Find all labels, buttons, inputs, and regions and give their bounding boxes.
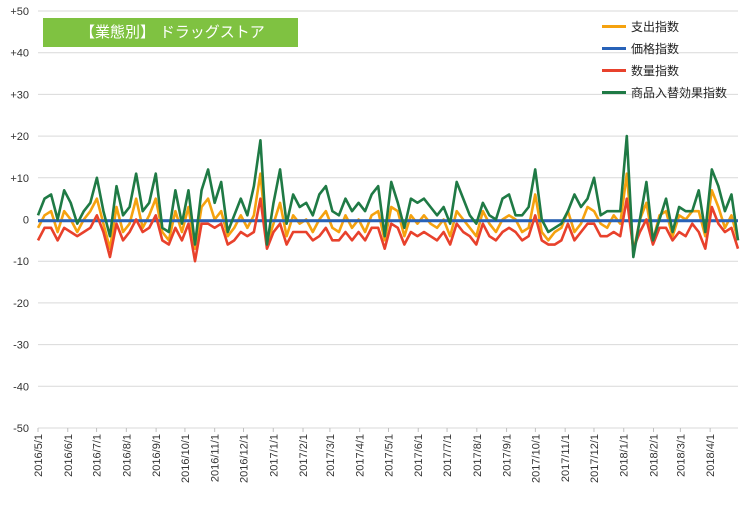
x-tick-label: 2017/12/1 — [589, 434, 601, 483]
legend-item: 商品入替効果指数 — [602, 83, 742, 105]
x-tick-label: 2016/7/1 — [92, 434, 104, 477]
x-tick-label: 2016/11/1 — [210, 434, 222, 482]
x-tick-label: 2017/2/1 — [298, 434, 310, 477]
y-tick-label: -40 — [13, 381, 29, 393]
x-tick-label: 2016/10/1 — [180, 434, 192, 483]
series-line-3 — [36, 197, 740, 263]
y-tick-label: -20 — [13, 298, 29, 310]
x-tick-label: 2017/11/1 — [560, 434, 572, 482]
legend-swatch — [602, 25, 626, 28]
x-tick-label: 2017/10/1 — [530, 434, 542, 483]
y-tick-label: -50 — [13, 423, 29, 435]
x-tick-label: 2017/3/1 — [325, 434, 337, 477]
x-tick-label: 2018/1/1 — [619, 434, 631, 477]
x-tick-label: 2017/4/1 — [355, 434, 367, 477]
y-tick-label: -10 — [13, 256, 29, 268]
x-tick-label: 2017/1/1 — [268, 434, 280, 477]
legend-swatch — [602, 91, 626, 94]
chart-title: 【業態別】 ドラッグストア — [43, 18, 298, 47]
y-tick-label: +20 — [10, 131, 29, 143]
x-tick-label: 2016/12/1 — [238, 434, 250, 483]
legend-item: 支出指数 — [602, 17, 742, 39]
y-tick-label: -30 — [13, 340, 29, 352]
y-axis-ticks: +50 +40 +30 +20 +10 0 -10 -20 -30 -40 -50 — [10, 6, 29, 435]
legend-label: 価格指数 — [631, 42, 680, 56]
x-tick-label: 2017/7/1 — [442, 434, 454, 477]
y-tick-label: +50 — [10, 6, 29, 18]
legend-item: 価格指数 — [602, 39, 742, 61]
legend-label: 商品入替効果指数 — [631, 86, 728, 100]
x-tick-label: 2018/2/1 — [649, 434, 661, 477]
x-tick-label: 2017/5/1 — [383, 434, 395, 477]
x-tick-label: 2017/9/1 — [502, 434, 514, 477]
legend-label: 数量指数 — [631, 64, 680, 78]
legend-swatch — [602, 69, 626, 72]
x-axis-ticks: 2016/5/1 2016/6/1 2016/7/1 2016/8/1 2016/9/1… — [33, 428, 717, 483]
x-tick-label: 2016/6/1 — [63, 434, 75, 477]
legend-item: 数量指数 — [602, 61, 742, 83]
y-tick-label: +40 — [10, 48, 29, 60]
series-line-4 — [36, 134, 740, 259]
legend: 支出指数価格指数数量指数商品入替効果指数 — [602, 17, 742, 105]
series-lines — [36, 134, 740, 263]
x-tick-label: 2018/4/1 — [705, 434, 717, 477]
series-line-1 — [36, 172, 740, 255]
x-tick-label: 2016/9/1 — [151, 434, 163, 477]
y-tick-label: 0 — [23, 215, 29, 227]
x-tick-label: 2016/5/1 — [33, 434, 45, 477]
y-tick-label: +30 — [10, 89, 29, 101]
x-tick-label: 2018/3/1 — [675, 434, 687, 477]
y-tick-label: +10 — [10, 173, 29, 185]
x-tick-label: 2017/8/1 — [472, 434, 484, 477]
x-tick-label: 2017/6/1 — [413, 434, 425, 477]
legend-swatch — [602, 47, 626, 50]
legend-label: 支出指数 — [631, 20, 680, 34]
x-tick-label: 2016/8/1 — [121, 434, 133, 477]
